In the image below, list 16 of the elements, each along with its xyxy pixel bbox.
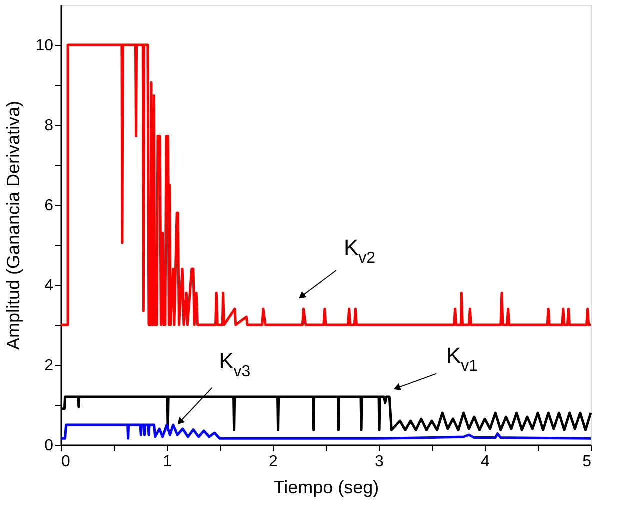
x-tick-label: 5 <box>582 454 592 470</box>
y-tick-label: 6 <box>44 198 54 214</box>
x-tick-label: 4 <box>481 454 490 470</box>
x-tick-label: 0 <box>62 454 70 470</box>
x-tick-label: 3 <box>375 454 384 470</box>
x-tick-label: 2 <box>269 454 278 470</box>
y-axis-title: Amplitud (Ganancia Derivativa) <box>4 100 24 350</box>
y-tick-label: 2 <box>44 358 54 374</box>
x-axis-title: Tiempo (seg) <box>274 478 380 498</box>
y-tick-label: 4 <box>44 278 54 294</box>
y-tick-label: 8 <box>44 118 54 134</box>
y-tick-label: 0 <box>44 438 54 454</box>
line-series <box>60 424 592 440</box>
line-series <box>60 44 592 326</box>
y-tick-label: 10 <box>36 38 54 54</box>
x-tick-label: 1 <box>163 454 172 470</box>
